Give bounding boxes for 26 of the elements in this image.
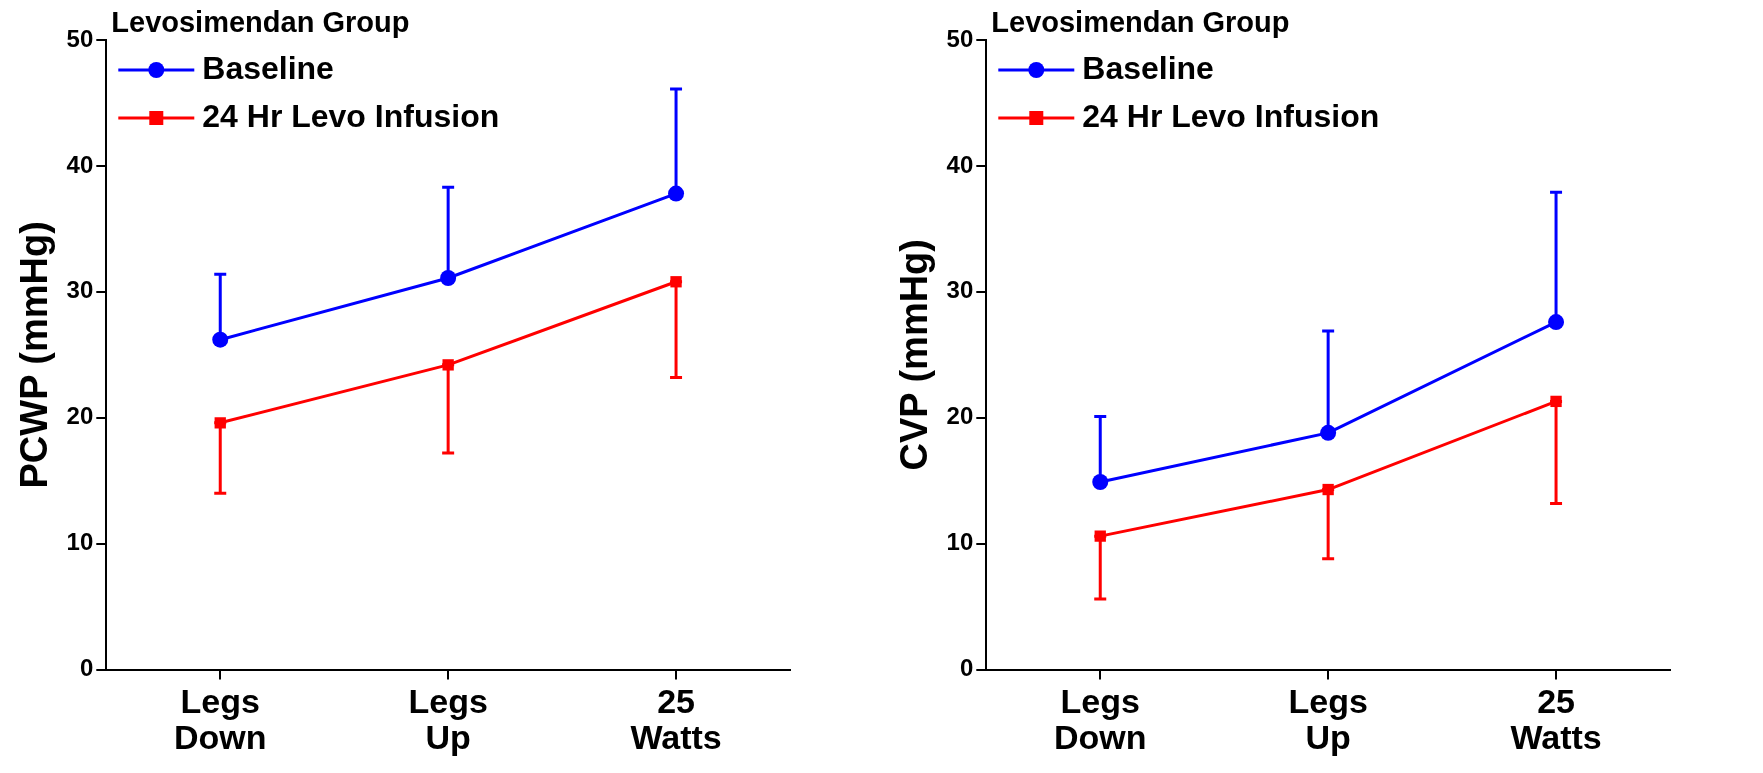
y-tick-label: 0 <box>959 654 974 682</box>
legend-label: 24 Hr Levo Infusion <box>202 97 500 134</box>
y-tick-label: 40 <box>66 150 94 178</box>
y-tick-label: 0 <box>79 654 94 682</box>
x-tick-label: Legs Up <box>1288 681 1368 756</box>
y-tick-label: 50 <box>66 24 94 52</box>
legend-label: 24 Hr Levo Infusion <box>1082 97 1380 134</box>
y-tick-label: 30 <box>946 276 974 304</box>
y-tick-label: 20 <box>66 402 94 430</box>
y-tick-label: 10 <box>66 528 94 556</box>
y-tick-label: 40 <box>946 150 974 178</box>
x-tick-label: 25 Watts <box>630 681 722 756</box>
x-tick-label: 25 Watts <box>1510 681 1602 756</box>
y-axis-title: CVP (mmHg) <box>893 239 936 471</box>
x-tick-label: Legs Up <box>408 681 488 756</box>
legend-label: Baseline <box>1082 49 1214 86</box>
y-tick-label: 30 <box>66 276 94 304</box>
y-tick-label: 10 <box>946 528 974 556</box>
y-axis-title: PCWP (mmHg) <box>13 221 56 489</box>
x-tick-label: Legs Down <box>173 681 267 756</box>
legend-label: Baseline <box>202 49 334 86</box>
y-tick-label: 50 <box>946 24 974 52</box>
y-tick-label: 20 <box>946 402 974 430</box>
chart-title: Levosimendan Group <box>111 6 410 38</box>
chart-title: Levosimendan Group <box>991 6 1290 38</box>
x-tick-label: Legs Down <box>1053 681 1147 756</box>
